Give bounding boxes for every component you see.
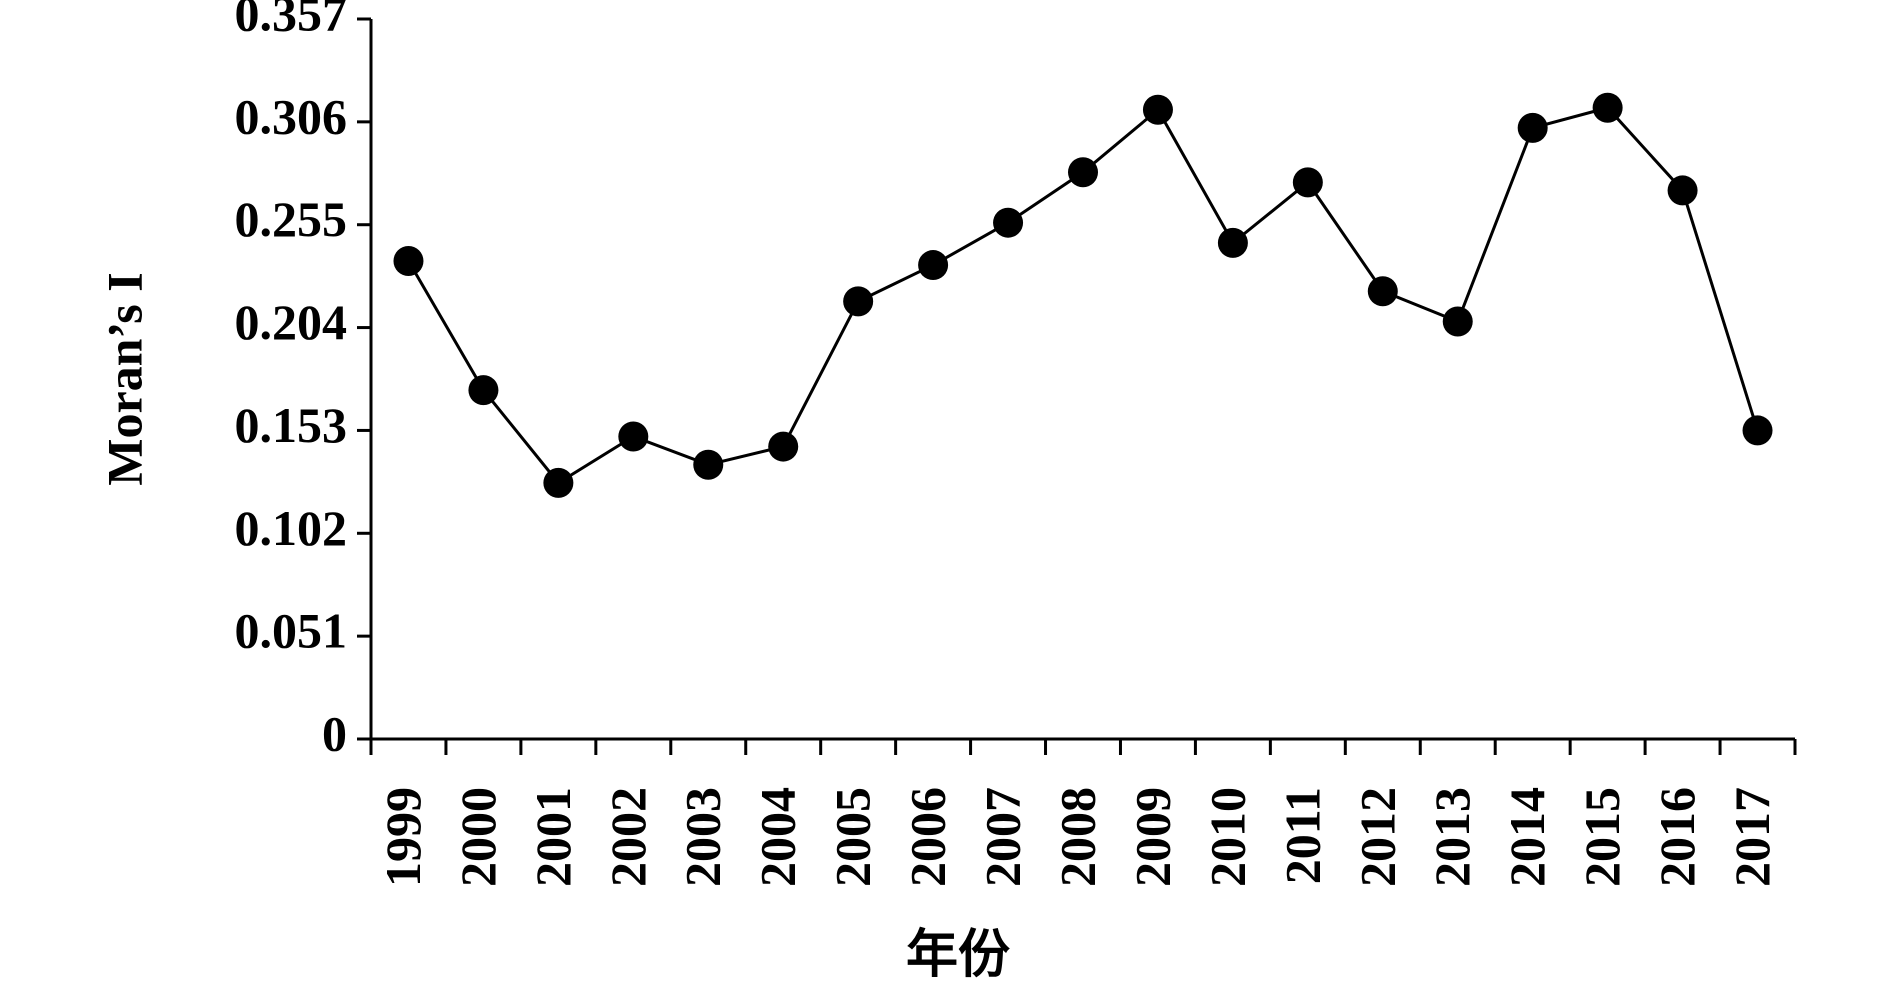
marker	[468, 375, 499, 406]
x-tick-label: 2008	[1049, 787, 1105, 887]
x-tick-label: 2010	[1199, 787, 1255, 887]
x-tick-label: 2011	[1274, 787, 1330, 884]
y-axis-label: Moran’s I	[96, 272, 152, 485]
marker	[1742, 415, 1773, 446]
y-tick-label: 0.153	[235, 397, 348, 453]
marker	[768, 431, 799, 462]
x-tick-label: 2014	[1499, 787, 1555, 887]
y-tick-label: 0.102	[235, 500, 348, 556]
marker	[1367, 276, 1398, 307]
x-tick-label: 2012	[1349, 787, 1405, 887]
marker	[1068, 157, 1098, 188]
marker	[1667, 175, 1698, 206]
x-tick-label: 2017	[1724, 787, 1780, 887]
marker	[1217, 227, 1248, 258]
marker	[1442, 306, 1473, 337]
marker	[693, 449, 724, 480]
marker	[393, 246, 424, 277]
y-tick-label: 0.357	[235, 0, 348, 41]
marker	[918, 250, 949, 281]
x-tick-label: 2002	[600, 787, 656, 887]
x-tick-label: 2000	[450, 787, 506, 887]
marker	[1292, 167, 1323, 198]
y-tick-label: 0.051	[235, 603, 348, 659]
x-axis-label: 年份	[906, 926, 1010, 984]
x-tick-label: 2016	[1649, 787, 1705, 887]
marker	[543, 467, 574, 498]
y-tick-label: 0.204	[235, 294, 348, 350]
y-tick-label: 0.306	[235, 88, 348, 144]
marker	[993, 207, 1024, 238]
x-tick-label: 2015	[1574, 787, 1630, 887]
marker	[1142, 94, 1173, 125]
x-tick-label: 2013	[1424, 787, 1480, 887]
marker	[1517, 112, 1548, 143]
y-tick-label: 0	[322, 705, 347, 761]
x-tick-label: 2003	[675, 787, 731, 887]
x-tick-label: 2004	[750, 787, 806, 887]
x-tick-label: 1999	[375, 787, 431, 887]
x-tick-label: 2007	[975, 787, 1031, 887]
x-tick-label: 2001	[525, 787, 581, 887]
marker	[618, 421, 649, 452]
marker	[843, 286, 874, 317]
x-tick-label: 2005	[825, 787, 881, 887]
x-tick-label: 2009	[1124, 787, 1180, 887]
marker	[1592, 92, 1623, 123]
y-tick-label: 0.255	[235, 191, 348, 247]
x-tick-label: 2006	[900, 787, 956, 887]
